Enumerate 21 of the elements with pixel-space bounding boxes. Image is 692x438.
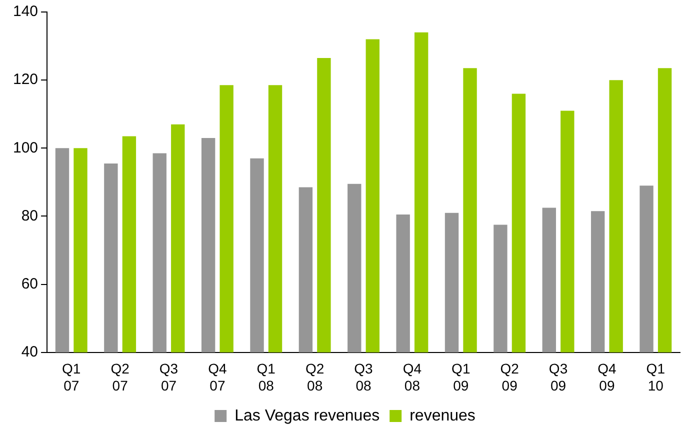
x-tick-label: Q1 10 [646,360,666,394]
y-tick-label: 60 [21,275,38,292]
y-tick-label: 80 [21,207,38,224]
legend-label: Las Vegas revenues [234,407,380,424]
x-tick-label: Q2 07 [110,360,130,394]
y-tick-label: 100 [12,139,38,156]
x-tick-label: Q2 09 [500,360,520,394]
x-tick-label: Q3 08 [354,360,374,394]
x-tick-label: Q3 09 [548,360,568,394]
x-tick-label: Q2 08 [305,360,324,394]
y-tick-label: 40 [21,344,38,361]
y-tick-label: 120 [12,71,38,88]
x-tick-label: Q1 07 [62,360,81,394]
x-tick-label: Q1 09 [452,360,470,394]
legend-label: revenues [410,407,476,424]
y-tick-label: 140 [12,3,38,20]
x-tick-label: Q3 07 [159,360,178,394]
x-tick-label: Q4 09 [598,360,617,394]
x-tick-label: Q1 08 [256,360,276,394]
x-tick-label: Q4 08 [402,360,422,394]
x-tick-label: Q4 07 [208,360,227,394]
